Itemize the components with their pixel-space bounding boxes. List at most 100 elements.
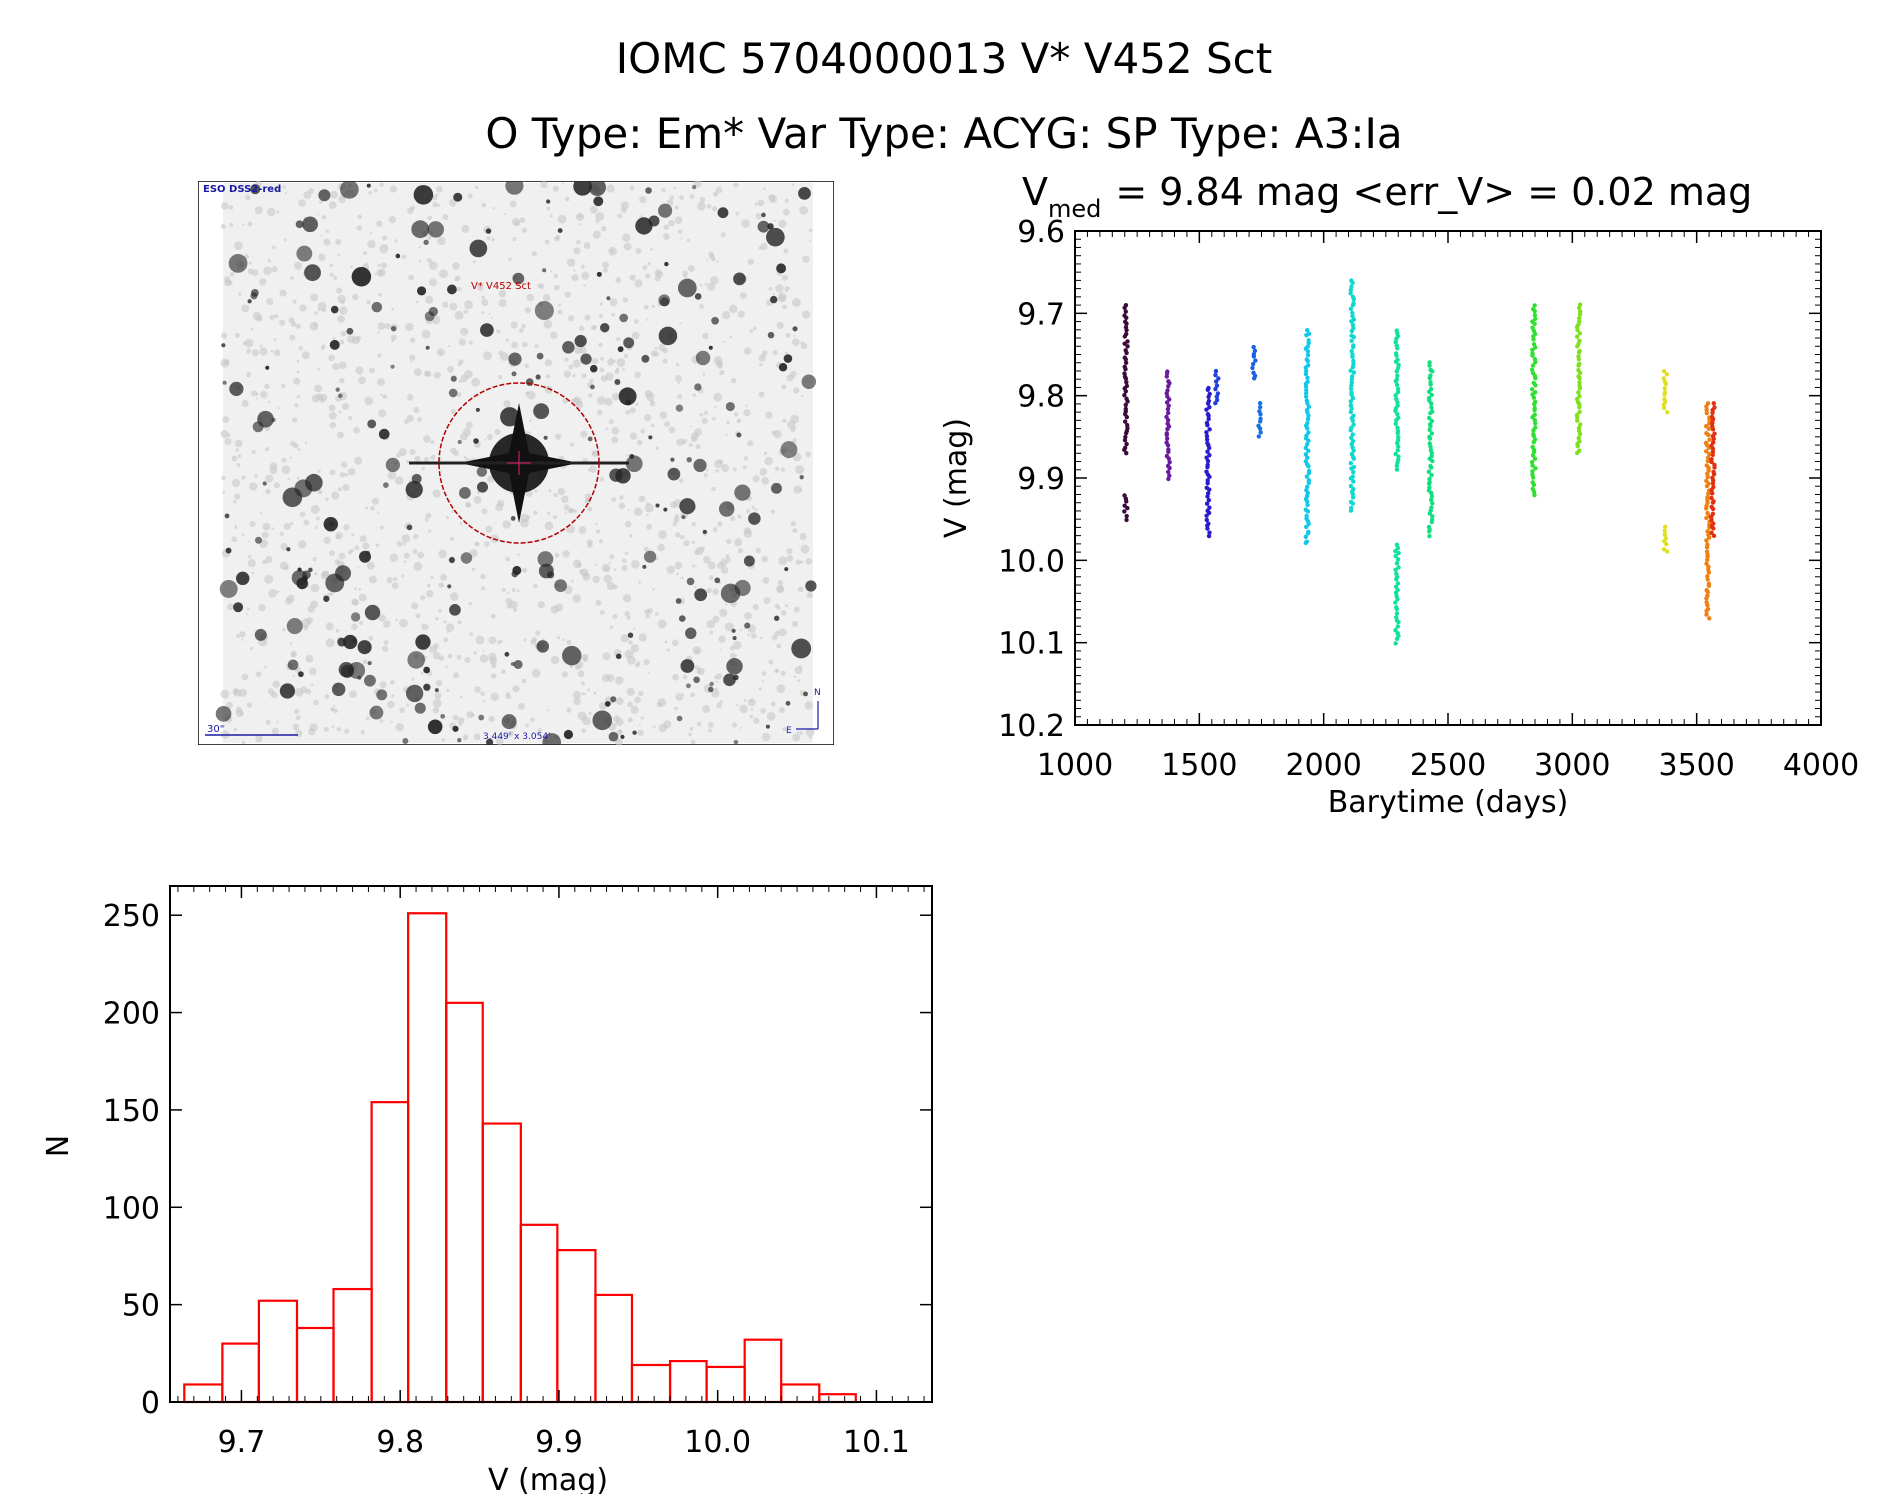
- light-curve-point: [1395, 596, 1400, 602]
- histogram-bar: [221, 1342, 260, 1404]
- field-star: [642, 564, 647, 569]
- light-curve-point: [1705, 474, 1711, 480]
- light-curve-point: [1711, 401, 1717, 406]
- field-star: [573, 181, 592, 196]
- field-star: [427, 221, 444, 238]
- light-curve-point: [1393, 408, 1398, 414]
- light-curve-point: [1349, 338, 1354, 344]
- field-star: [535, 374, 541, 380]
- light-curve-point: [1123, 402, 1128, 408]
- field-star: [533, 403, 550, 420]
- light-curve-point: [1664, 542, 1669, 547]
- field-star: [357, 640, 372, 655]
- light-curve-point: [1205, 387, 1211, 393]
- light-curve-point: [1122, 419, 1128, 424]
- light-curve-point: [1530, 363, 1536, 368]
- light-curve-point: [1396, 550, 1401, 556]
- field-star: [773, 615, 780, 621]
- histogram-bar: [295, 1326, 335, 1404]
- light-curve-point: [1427, 375, 1432, 381]
- light-curve-point: [1205, 480, 1210, 486]
- light-curve-point: [1258, 412, 1263, 417]
- light-curve-point: [1395, 411, 1400, 417]
- light-curve-point: [1206, 510, 1212, 516]
- light-curve-point: [1251, 354, 1257, 359]
- histogram-frame: [169, 885, 933, 1403]
- field-star: [323, 595, 330, 602]
- light-curve-point: [1124, 499, 1129, 504]
- field-star: [744, 622, 751, 629]
- light-curve-point: [1393, 359, 1399, 364]
- light-curve-point: [1351, 479, 1356, 484]
- light-curve-point: [1164, 436, 1170, 441]
- histogram-x-axis-label: V (mag): [488, 1463, 608, 1494]
- field-star: [413, 185, 434, 205]
- light-curve-point: [1305, 502, 1310, 508]
- light-curve-point: [1531, 337, 1536, 342]
- light-curve-point: [1662, 528, 1667, 533]
- light-curve-point: [1706, 570, 1712, 575]
- field-star: [658, 294, 671, 307]
- field-star: [295, 220, 304, 229]
- light-curve-point: [1216, 376, 1221, 381]
- field-star: [723, 673, 736, 687]
- scale-label: 30": [207, 724, 224, 735]
- light-curve-point: [1393, 553, 1398, 559]
- light-curve-point: [1394, 463, 1400, 469]
- field-star: [679, 498, 696, 515]
- light-curve-point: [1207, 427, 1212, 432]
- histogram-y-tick-label: 250: [103, 899, 160, 934]
- field-star: [725, 401, 735, 412]
- light-curve-point: [1349, 349, 1354, 354]
- light-curve-point: [1704, 612, 1709, 617]
- histogram-x-tick-label: 10.1: [843, 1425, 910, 1460]
- field-star: [798, 186, 811, 200]
- light-curve-point: [1124, 315, 1129, 321]
- light-curve-point: [1427, 511, 1432, 516]
- light-curve-point: [1711, 471, 1717, 477]
- field-star: [618, 387, 637, 406]
- light-curve-point: [1125, 399, 1130, 404]
- field-star: [254, 628, 267, 641]
- light-curve-point: [1428, 465, 1434, 470]
- light-curve-point: [1351, 456, 1357, 461]
- light-curve-point: [1574, 450, 1580, 456]
- light-curve-point: [1122, 392, 1127, 398]
- light-curve-point: [1303, 452, 1309, 457]
- light-curve-point-group: [1256, 401, 1263, 439]
- light-curve-point: [1711, 533, 1717, 539]
- light-curve-point: [1394, 606, 1400, 612]
- light-curve-point: [1427, 529, 1432, 534]
- light-curve-point: [1427, 415, 1432, 421]
- light-curve-point: [1213, 368, 1219, 374]
- light-curve-point: [1395, 440, 1400, 446]
- field-star: [776, 263, 787, 274]
- field-star: [385, 457, 400, 473]
- light-curve-point: [1165, 426, 1170, 432]
- light-curve-point: [1257, 404, 1263, 410]
- light-curve-point: [1704, 407, 1709, 412]
- light-curve-point: [1349, 392, 1354, 398]
- light-curve-point: [1206, 445, 1212, 451]
- field-star: [803, 691, 808, 697]
- field-star: [608, 731, 619, 742]
- light-curve-point: [1303, 540, 1309, 546]
- light-curve-point: [1123, 367, 1128, 372]
- field-star: [658, 326, 678, 346]
- light-curve-point: [1351, 469, 1356, 475]
- field-star: [693, 676, 700, 683]
- light-curve-point: [1305, 455, 1310, 460]
- light-curve-point: [1533, 383, 1538, 388]
- compass: N E: [786, 688, 821, 736]
- light-curve-point: [1705, 589, 1711, 595]
- light-curve-point: [1394, 336, 1399, 342]
- light-curve-point: [1704, 608, 1709, 614]
- light-curve-point: [1710, 491, 1715, 496]
- light-curve-point: [1665, 549, 1670, 554]
- light-curve-point: [1213, 400, 1218, 406]
- field-star: [480, 323, 494, 337]
- light-curve-point: [1166, 403, 1171, 409]
- light-curve-title-values: = 9.84 mag <err_V> = 0.02 mag: [1115, 170, 1752, 214]
- light-curve-point: [1303, 391, 1309, 396]
- light-curve-point: [1124, 321, 1129, 326]
